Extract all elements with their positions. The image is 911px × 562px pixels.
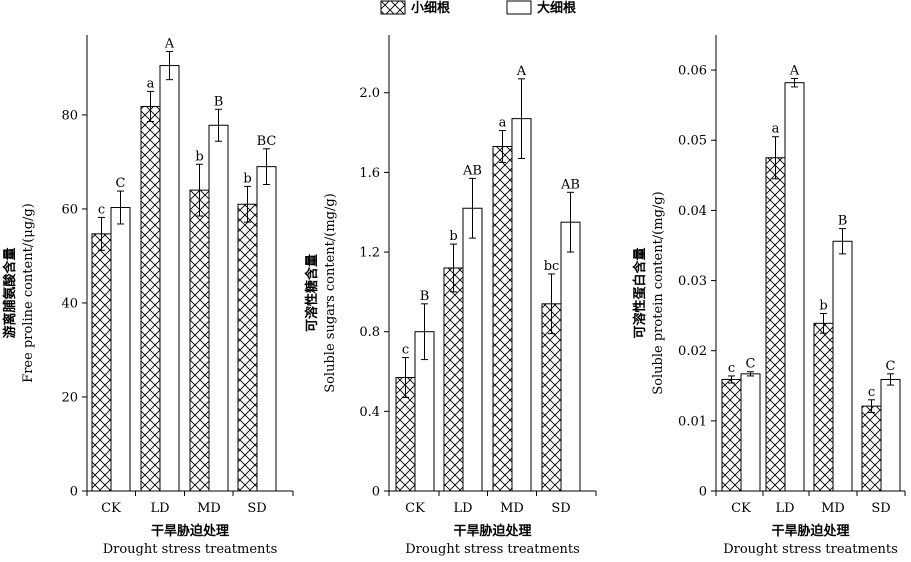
significance-letter: B (838, 214, 848, 229)
x-axis-title-en: Drought stress treatments (405, 542, 580, 557)
legend-swatch-large-roots (506, 0, 532, 15)
bar (140, 105, 161, 492)
x-tick-label: MD (197, 501, 221, 516)
x-tick-label: SD (247, 501, 266, 516)
bar (832, 240, 853, 492)
bar (740, 373, 761, 492)
x-tick-label: SD (551, 501, 570, 516)
y-tick-label: 0 (372, 485, 380, 500)
x-tick-label: LD (150, 501, 169, 516)
significance-letter: A (516, 64, 527, 79)
y-tick-label: 0.8 (359, 325, 380, 340)
bar (208, 124, 229, 492)
y-axis-title-cn: 可溶性蛋白含量 (632, 247, 648, 338)
legend-label-large-roots: 大细根 (537, 0, 577, 16)
significance-letter: C (746, 357, 756, 372)
y-tick-label: 0 (699, 485, 707, 500)
significance-letter: c (402, 343, 409, 358)
y-tick-label: 2.0 (359, 86, 380, 101)
y-tick-label: 0.06 (678, 64, 707, 79)
significance-letter: B (214, 94, 224, 109)
significance-letter: a (772, 122, 780, 137)
significance-letter: c (728, 361, 735, 376)
bar (110, 207, 131, 492)
significance-letter: AB (560, 177, 580, 192)
significance-letter: b (243, 171, 251, 186)
legend-swatch-small-roots (380, 0, 406, 15)
y-tick-label: 0 (70, 485, 78, 500)
x-axis-title-en: Drought stress treatments (103, 542, 278, 557)
y-tick-label: 0.03 (678, 274, 707, 289)
y-tick-label: 0.01 (678, 414, 707, 429)
x-tick-label: CK (405, 501, 425, 516)
significance-letter: bc (544, 259, 560, 274)
x-tick-label: MD (821, 501, 845, 516)
significance-letter: BC (257, 134, 277, 149)
bar (189, 189, 210, 492)
bar (784, 82, 805, 492)
significance-letter: b (819, 299, 827, 314)
legend: 小细根 大细根 (380, 0, 577, 16)
chart-panel-2: 0 0.4 0.8 1.2 1.6 2.0 CK LD MD SD c b a bc B AB A AB 干旱胁迫处… (304, 35, 597, 557)
x-tick-label: LD (775, 501, 794, 516)
y-tick-label: 1.2 (359, 246, 380, 261)
y-axis-title-en: Free proline content/(μg/g) (21, 203, 36, 383)
bar (462, 207, 483, 492)
significance-letter: c (98, 202, 105, 217)
x-tick-label: CK (101, 501, 121, 516)
bar (237, 203, 258, 492)
y-tick-label: 60 (61, 202, 78, 217)
bar (256, 166, 277, 492)
x-axis-title-cn: 干旱胁迫处理 (771, 523, 849, 539)
significance-letter: a (147, 76, 155, 91)
y-tick-label: 20 (61, 390, 78, 405)
bar (492, 146, 513, 492)
y-tick-label: 0.02 (678, 344, 707, 359)
y-axis-title-cn: 游离脯氨酸含量 (2, 247, 18, 338)
bar (880, 378, 901, 492)
y-tick-label: 0.04 (678, 204, 707, 219)
significance-letter: a (499, 116, 507, 131)
y-tick-label: 1.6 (359, 166, 380, 181)
y-tick-label: 80 (61, 108, 78, 123)
y-tick-label: 40 (61, 296, 78, 311)
chart-panel-1: 0 20 40 60 80 CK LD MD SD c a b b C A B BC 干旱胁迫处理 Drought … (2, 35, 294, 557)
x-tick-label: CK (731, 501, 751, 516)
significance-letter: B (420, 289, 430, 304)
legend-label-small-roots: 小细根 (411, 0, 451, 16)
y-axis-title-en: Soluble sugars content/(mg/g) (323, 193, 338, 393)
bar (765, 157, 786, 492)
significance-letter: AB (462, 163, 482, 178)
significance-letter: b (449, 229, 457, 244)
x-tick-label: SD (871, 501, 890, 516)
significance-letter: c (868, 385, 875, 400)
x-axis-title-cn: 干旱胁迫处理 (151, 523, 229, 539)
x-tick-label: MD (500, 501, 524, 516)
bar (443, 267, 464, 492)
significance-letter: C (886, 359, 896, 374)
significance-letter: b (195, 149, 203, 164)
y-tick-label: 0.05 (678, 134, 707, 149)
bar (91, 233, 112, 492)
significance-letter: A (789, 63, 800, 78)
bar (721, 378, 742, 492)
y-axis-title-cn: 可溶性糖含量 (304, 254, 320, 332)
y-axis-title-en: Soluble protein content/(mg/g) (651, 191, 666, 394)
y-tick-label: 0.4 (359, 405, 380, 420)
x-tick-label: LD (453, 501, 472, 516)
bar (511, 118, 532, 492)
significance-letter: C (116, 176, 126, 191)
bar (813, 322, 834, 492)
bar (159, 65, 180, 492)
bar (861, 405, 882, 492)
x-axis-title-cn: 干旱胁迫处理 (453, 523, 531, 539)
x-axis-title-en: Drought stress treatments (723, 542, 898, 557)
bar (560, 221, 581, 492)
significance-letter: A (164, 36, 175, 51)
